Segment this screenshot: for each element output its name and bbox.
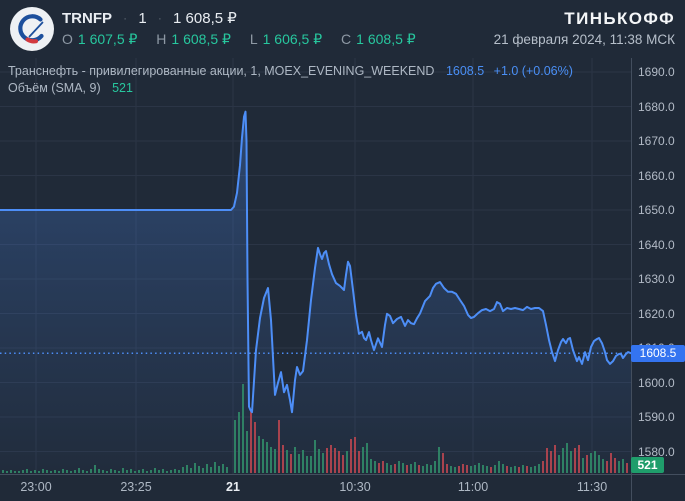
volume-indicator-label: Объём (SMA, 9) [8,81,101,95]
last-price-badge: 1608.5 [631,344,685,362]
price-axis-label: 1600.0 [638,375,675,390]
ohlc-close-label: C [341,31,352,47]
price-axis-label: 1660.0 [638,168,675,183]
time-axis-label: 10:30 [339,480,371,494]
price-axis-label: 1590.0 [638,410,675,424]
ohlc-high-label: H [156,31,167,47]
price-axis-label: 1670.0 [638,134,675,148]
transneft-logo-icon [10,7,54,51]
price-axis-label: 1630.0 [638,272,675,286]
symbol-row: TRNFP · 1 · 1 608,5 ₽ [62,9,237,27]
volume-badge: 521 [631,457,664,473]
chart-legend-volume: Объём (SMA, 9) 521 [8,81,133,95]
brand-logo-text: ТИНЬКОФФ [564,9,675,28]
time-axis-label: 21 [226,480,240,494]
separator-dot: · [157,11,162,25]
price-axis-label: 1620.0 [638,306,675,321]
legend-last-price: 1608.5 [445,64,485,78]
time-axis-label: 11:00 [457,480,489,494]
ohlc-low-label: L [249,31,258,47]
ohlc-open-value: 1 607,5 ₽ [77,31,138,47]
interval-value: 1 [138,10,147,27]
time-axis-label: 23:00 [20,480,52,494]
time-axis-label: 23:25 [120,480,152,494]
price-axis[interactable]: 1690.0 1680.0 1670.0 1660.0 1650.0 1640.0 1630… [631,58,685,474]
volume-indicator-value: 521 [112,81,133,95]
price-axis-label: 1580.0 [638,444,675,459]
datetime-label: 21 февраля 2024, 11:38 МСК [493,32,675,47]
separator-dot: · [123,11,128,25]
instrument-logo [10,7,54,51]
price-axis-label: 1690.0 [638,65,675,79]
legend-change: +1.0 (+0.06%) [493,64,573,78]
ohlc-high-value: 1 608,5 ₽ [171,31,231,47]
ohlc-close-value: 1 608,5 ₽ [356,31,416,47]
time-axis[interactable]: 23:00 23:25 21 10:30 11:00 11:30 [0,474,631,501]
price-axis-label: 1640.0 [638,237,675,252]
symbol-ticker: TRNFP [62,10,112,27]
price-axis-label: 1680.0 [638,99,675,114]
price-axis-label: 1650.0 [638,203,675,217]
ohlc-low-value: 1 606,5 ₽ [262,31,323,47]
time-axis-label: 11:30 [576,480,608,494]
header-last-price: 1 608,5 ₽ [173,10,237,27]
series-title: Транснефть - привилегированные акции, 1,… [8,64,435,78]
chart-legend-series: Транснефть - привилегированные акции, 1,… [8,64,573,78]
ohlc-open-label: O [62,31,73,47]
